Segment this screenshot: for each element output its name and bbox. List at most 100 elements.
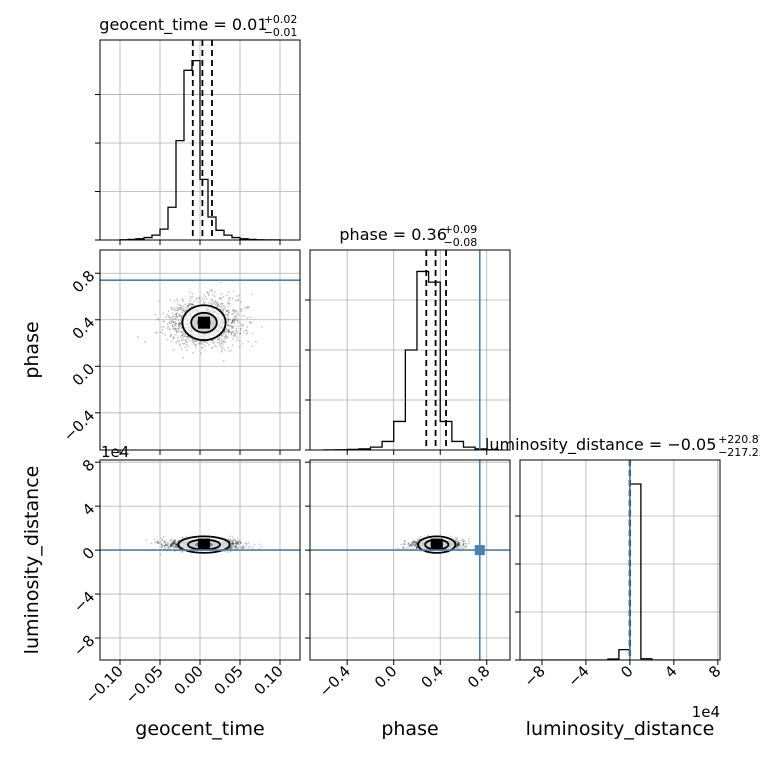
x-tick-label: 0.4 — [417, 662, 447, 692]
sample-point — [170, 544, 173, 547]
sample-point — [223, 308, 226, 310]
sample-point — [233, 318, 236, 320]
sample-point — [170, 544, 173, 547]
sample-point — [191, 296, 194, 298]
sample-point — [216, 302, 219, 305]
sample-point — [181, 334, 184, 337]
sample-point — [212, 294, 214, 296]
sample-point — [227, 330, 230, 333]
scatter-content — [100, 279, 300, 362]
sample-point — [182, 309, 184, 312]
sample-point — [171, 542, 174, 545]
sample-point — [220, 302, 222, 305]
sample-point — [458, 543, 460, 545]
sample-point — [228, 547, 231, 550]
sample-point — [174, 542, 176, 544]
sample-point — [219, 297, 222, 300]
sample-point — [228, 311, 230, 314]
sample-point — [181, 536, 184, 539]
sample-point — [235, 330, 238, 333]
sample-point — [239, 328, 242, 331]
sample-point — [213, 291, 216, 294]
sample-point — [163, 326, 165, 328]
panel-title-luminosity_distance: luminosity_distance = −0.05+220.87−217.2… — [485, 433, 760, 459]
sample-point — [177, 303, 179, 306]
sample-point — [237, 541, 240, 544]
contour-line-outer — [177, 535, 231, 554]
sample-point — [245, 330, 248, 332]
sample-point — [216, 305, 219, 307]
sample-point — [210, 288, 213, 291]
x-tick-label: 0.8 — [464, 662, 494, 692]
sample-point — [237, 540, 240, 543]
y-tick-label: 8 — [79, 456, 98, 475]
sample-point — [236, 542, 238, 545]
sample-point — [225, 328, 228, 331]
sample-point — [217, 303, 219, 306]
sample-point — [159, 331, 162, 334]
sample-point — [175, 544, 177, 547]
sample-point — [226, 329, 229, 332]
sample-point — [228, 330, 231, 332]
sample-point — [176, 309, 178, 312]
sample-point — [154, 332, 157, 334]
sample-point — [232, 331, 235, 334]
sample-point — [169, 317, 172, 319]
sample-point — [175, 312, 178, 315]
sample-point — [236, 542, 239, 545]
sample-point — [229, 296, 232, 299]
sample-point — [246, 331, 249, 334]
sample-point — [191, 303, 194, 305]
sample-point — [171, 321, 174, 323]
truth-marker — [474, 545, 485, 556]
sample-point — [223, 335, 226, 338]
sample-point — [232, 542, 235, 545]
sample-point — [415, 547, 418, 549]
sample-point — [198, 297, 201, 300]
sample-point — [189, 339, 192, 342]
panel-title-phase: phase = 0.36+0.09−0.08 — [339, 223, 477, 249]
sample-point — [225, 327, 228, 330]
sample-point — [402, 546, 405, 549]
sample-point — [232, 327, 235, 330]
sample-point — [412, 542, 414, 545]
sample-point — [245, 332, 248, 335]
sample-point — [216, 341, 219, 343]
sample-point — [462, 540, 465, 543]
x-tick-label: 0.10 — [250, 662, 286, 698]
sample-point — [169, 540, 172, 543]
sample-point — [182, 333, 185, 336]
sample-point — [233, 309, 236, 312]
sample-point — [468, 540, 470, 543]
panel-frame — [99, 249, 301, 451]
sample-point — [237, 321, 240, 323]
sample-point — [251, 547, 254, 550]
sample-point — [411, 540, 414, 543]
sample-point — [227, 324, 229, 327]
hist-panel-phase: phase = 0.36+0.09−0.08 — [305, 223, 511, 455]
sample-point — [160, 543, 163, 546]
sample-point — [180, 336, 182, 338]
sample-point — [462, 540, 465, 543]
sample-point — [234, 546, 237, 548]
sample-point — [179, 315, 182, 317]
sample-point — [457, 543, 459, 546]
x-axis-label: luminosity_distance — [526, 718, 715, 740]
sample-point — [235, 544, 238, 546]
sample-point — [414, 544, 417, 547]
sample-point — [247, 340, 250, 343]
sample-point — [166, 327, 169, 329]
sample-point — [219, 281, 222, 284]
sample-point — [167, 315, 170, 317]
sample-point — [202, 340, 205, 343]
sample-point — [413, 541, 415, 544]
sample-point — [153, 538, 156, 541]
sample-point — [229, 547, 232, 549]
sample-point — [223, 304, 225, 307]
sample-point — [168, 545, 171, 548]
sample-point — [154, 541, 157, 544]
sample-point — [180, 306, 183, 309]
sample-point — [239, 301, 242, 303]
sample-point — [180, 339, 183, 342]
sample-point — [234, 541, 237, 544]
